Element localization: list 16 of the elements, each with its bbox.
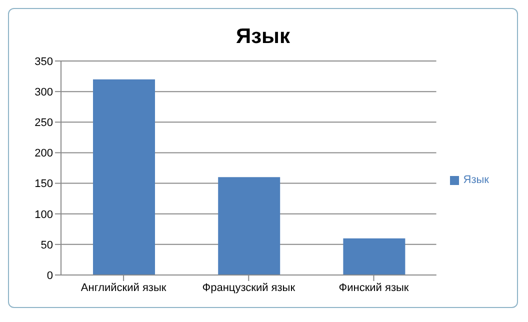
x-tick-label: Финский язык <box>338 282 409 294</box>
y-tick-label: 100 <box>34 208 53 221</box>
y-tick-label: 350 <box>34 56 53 68</box>
y-tick-label: 300 <box>34 86 53 98</box>
y-tick-label: 50 <box>40 239 53 252</box>
legend-label: Язык <box>463 174 489 186</box>
y-tick-label: 150 <box>34 178 53 190</box>
bar <box>343 238 406 275</box>
bar <box>93 79 155 275</box>
x-tick-label: Английский язык <box>80 282 166 294</box>
bar <box>218 177 280 275</box>
y-tick-label: 0 <box>46 270 53 282</box>
y-tick-label: 250 <box>34 117 53 130</box>
x-tick-label: Французский язык <box>202 282 296 294</box>
y-tick-label: 200 <box>34 148 53 160</box>
chart-title: Язык <box>235 24 291 50</box>
